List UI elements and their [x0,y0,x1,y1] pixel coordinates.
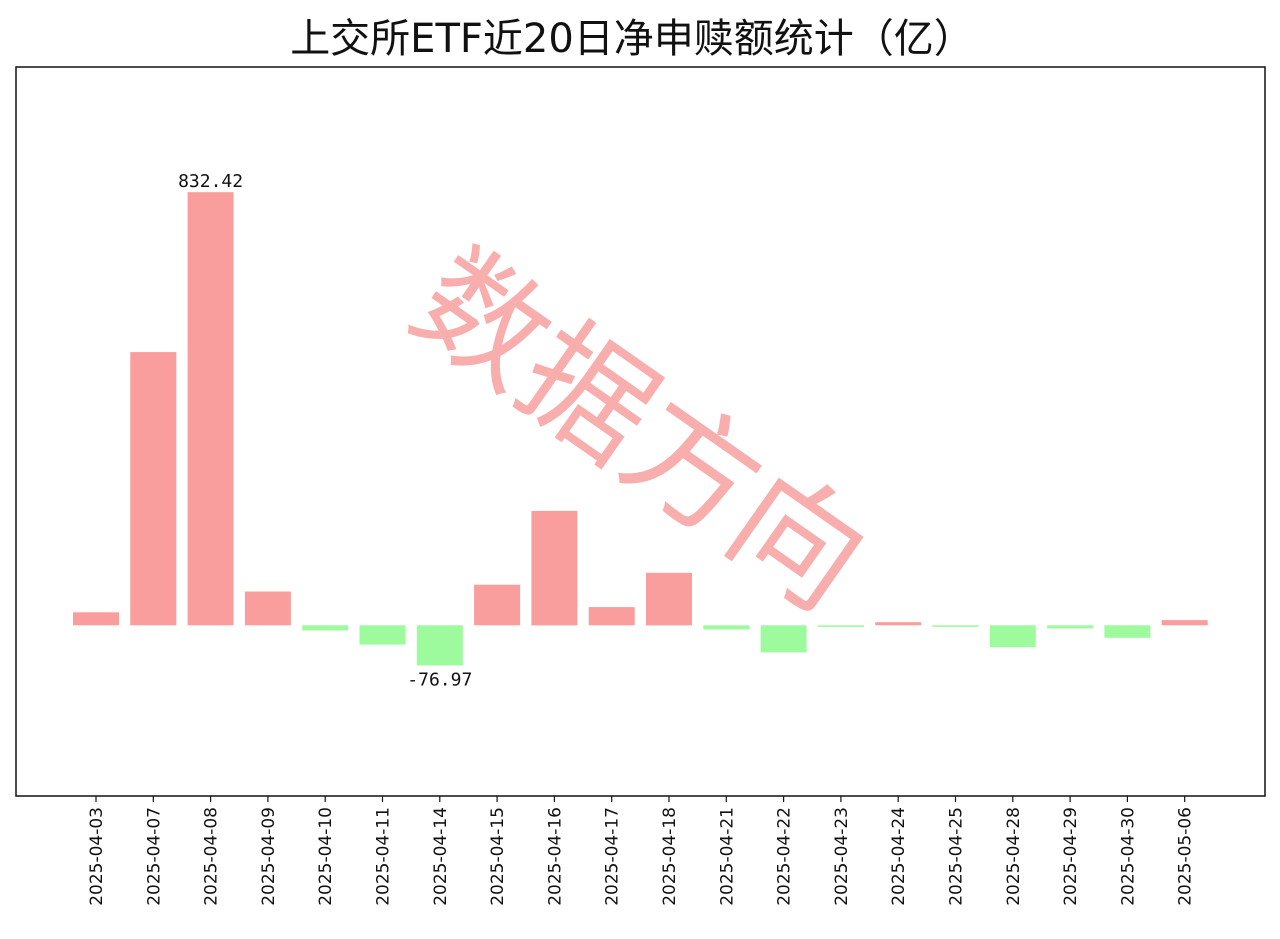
plot-frame [15,66,1266,797]
bar-2025-04-25 [932,625,979,627]
x-tick-label: 2025-04-08 [202,807,222,906]
x-tick-label: 2025-04-16 [545,807,565,906]
bar-2025-04-23 [817,625,864,627]
bar-2025-04-03 [73,612,119,626]
x-tick-label: 2025-04-23 [832,807,852,906]
data-labels-group: 832.42 -76.97 [178,171,472,690]
bar-2025-04-28 [989,625,1036,648]
bar-2025-04-10 [302,625,349,631]
x-tick-label: 2025-04-22 [775,807,795,906]
bar-2025-04-24 [875,622,922,626]
x-tick-label: 2025-04-07 [144,807,164,906]
min-value-label: -76.97 [407,669,472,690]
bar-2025-05-06 [1161,620,1208,626]
x-tick-label: 2025-04-24 [889,807,909,906]
bar-2025-04-22 [760,625,807,653]
x-tick-label: 2025-04-28 [1004,807,1024,906]
x-tick-label: 2025-04-18 [660,807,680,906]
bar-2025-04-17 [588,607,635,626]
bar-2025-04-18 [646,572,692,626]
x-tick-label: 2025-04-25 [947,807,967,906]
x-tick-label: 2025-04-09 [259,807,279,906]
bar-2025-04-07 [130,352,177,626]
x-tick-label: 2025-04-30 [1118,807,1138,906]
x-tick-label: 2025-04-29 [1061,807,1081,906]
x-tick-label: 2025-04-10 [316,807,336,906]
bar-2025-04-29 [1047,625,1094,629]
bar-2025-04-09 [244,591,291,626]
bar-2025-04-14 [416,625,463,666]
chart-title: 上交所ETF近20日净申赎额统计（亿） [290,16,974,62]
x-tick-label: 2025-04-11 [374,807,394,906]
x-ticks-group: 2025-04-03 2025-04-07 2025-04-08 2025-04-09… [87,796,1196,906]
x-tick-label: 2025-04-03 [87,807,107,906]
bar-2025-04-08 [187,192,234,626]
bar-2025-04-21 [703,625,750,630]
bar-2025-04-16 [531,510,578,626]
bar-2025-04-11 [359,625,406,645]
bar-2025-04-30 [1104,625,1151,638]
x-tick-label: 2025-04-17 [603,807,623,906]
bar-2025-04-15 [474,584,521,626]
x-tick-label: 2025-05-06 [1176,807,1196,906]
max-value-label: 832.42 [178,171,243,192]
watermark: 数据方向 [387,223,892,639]
x-tick-label: 2025-04-14 [431,807,451,906]
x-tick-label: 2025-04-21 [717,807,737,906]
bars-group [73,192,1208,666]
x-tick-label: 2025-04-15 [488,807,508,906]
